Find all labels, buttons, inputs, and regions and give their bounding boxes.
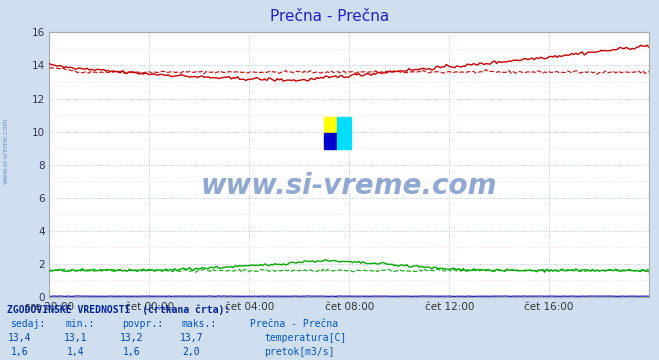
- Text: 13,7: 13,7: [179, 333, 203, 343]
- Text: 13,1: 13,1: [64, 333, 88, 343]
- FancyBboxPatch shape: [337, 133, 351, 149]
- FancyBboxPatch shape: [324, 117, 337, 133]
- FancyBboxPatch shape: [324, 133, 337, 149]
- Text: 13,4: 13,4: [8, 333, 32, 343]
- Text: Prečna - Prečna: Prečna - Prečna: [250, 319, 339, 329]
- Text: 1,6: 1,6: [123, 347, 140, 357]
- Text: Prečna - Prečna: Prečna - Prečna: [270, 9, 389, 24]
- Text: pretok[m3/s]: pretok[m3/s]: [264, 347, 335, 357]
- Text: www.si-vreme.com: www.si-vreme.com: [201, 172, 498, 200]
- Text: 13,2: 13,2: [120, 333, 144, 343]
- Text: www.si-vreme.com: www.si-vreme.com: [2, 118, 9, 184]
- Text: temperatura[C]: temperatura[C]: [264, 333, 347, 343]
- Text: povpr.:: povpr.:: [122, 319, 163, 329]
- Text: min.:: min.:: [66, 319, 96, 329]
- Text: sedaj:: sedaj:: [10, 319, 45, 329]
- FancyBboxPatch shape: [337, 117, 351, 133]
- Text: 2,0: 2,0: [183, 347, 200, 357]
- Text: 1,4: 1,4: [67, 347, 84, 357]
- Text: ZGODOVINSKE VREDNOSTI  (črtkana črta):: ZGODOVINSKE VREDNOSTI (črtkana črta):: [7, 304, 230, 315]
- Text: 1,6: 1,6: [11, 347, 28, 357]
- Text: maks.:: maks.:: [181, 319, 216, 329]
